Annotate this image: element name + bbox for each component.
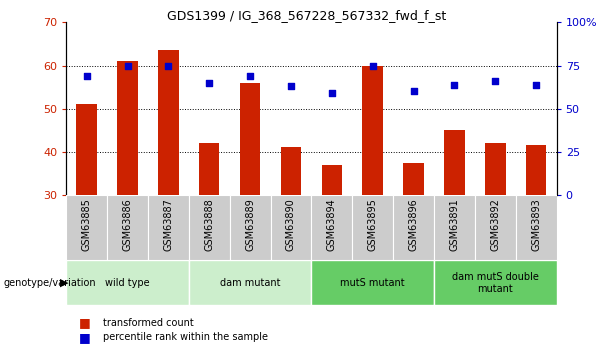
- Text: GSM63890: GSM63890: [286, 198, 296, 251]
- Point: [82, 73, 91, 79]
- Bar: [240, 83, 261, 195]
- Point: [204, 80, 214, 86]
- Bar: [77, 104, 97, 195]
- Text: GSM63892: GSM63892: [490, 198, 500, 251]
- Text: GSM63895: GSM63895: [368, 198, 378, 251]
- Text: GSM63894: GSM63894: [327, 198, 337, 251]
- Text: GSM63893: GSM63893: [531, 198, 541, 251]
- Bar: [270, 195, 311, 260]
- Text: GSM63891: GSM63891: [449, 198, 459, 251]
- Point: [531, 82, 541, 87]
- Text: genotype/variation: genotype/variation: [3, 278, 96, 288]
- Bar: [66, 195, 107, 260]
- Text: GSM63887: GSM63887: [164, 198, 173, 251]
- Text: GSM63896: GSM63896: [409, 198, 419, 251]
- Point: [409, 89, 419, 94]
- Text: dam mutant: dam mutant: [220, 278, 280, 288]
- Bar: [526, 145, 546, 195]
- Text: GDS1399 / IG_368_567228_567332_fwd_f_st: GDS1399 / IG_368_567228_567332_fwd_f_st: [167, 9, 446, 22]
- Bar: [230, 195, 270, 260]
- Point: [368, 63, 378, 68]
- Point: [449, 82, 459, 87]
- Text: GSM63886: GSM63886: [123, 198, 132, 251]
- Bar: [516, 195, 557, 260]
- Text: GSM63885: GSM63885: [82, 198, 91, 251]
- Text: ■: ■: [78, 316, 90, 329]
- Text: ▶: ▶: [60, 278, 69, 288]
- Bar: [189, 260, 311, 305]
- Text: transformed count: transformed count: [103, 318, 194, 327]
- Bar: [107, 195, 148, 260]
- Bar: [434, 195, 475, 260]
- Bar: [189, 195, 230, 260]
- Text: wild type: wild type: [105, 278, 150, 288]
- Point: [286, 83, 296, 89]
- Point: [245, 73, 255, 79]
- Point: [490, 78, 500, 84]
- Bar: [322, 165, 342, 195]
- Bar: [311, 260, 434, 305]
- Text: dam mutS double
mutant: dam mutS double mutant: [452, 272, 539, 294]
- Bar: [434, 260, 557, 305]
- Bar: [117, 61, 138, 195]
- Bar: [281, 148, 301, 195]
- Bar: [475, 195, 516, 260]
- Text: GSM63889: GSM63889: [245, 198, 255, 251]
- Text: percentile rank within the sample: percentile rank within the sample: [103, 333, 268, 342]
- Bar: [393, 195, 434, 260]
- Point: [327, 90, 337, 96]
- Bar: [403, 162, 424, 195]
- Bar: [311, 195, 352, 260]
- Bar: [352, 195, 393, 260]
- Text: mutS mutant: mutS mutant: [340, 278, 405, 288]
- Bar: [485, 143, 506, 195]
- Text: GSM63888: GSM63888: [204, 198, 214, 251]
- Bar: [148, 195, 189, 260]
- Text: ■: ■: [78, 331, 90, 344]
- Bar: [199, 143, 219, 195]
- Bar: [158, 50, 178, 195]
- Bar: [66, 260, 189, 305]
- Point: [123, 63, 132, 68]
- Point: [164, 63, 173, 68]
- Bar: [444, 130, 465, 195]
- Bar: [362, 66, 383, 195]
